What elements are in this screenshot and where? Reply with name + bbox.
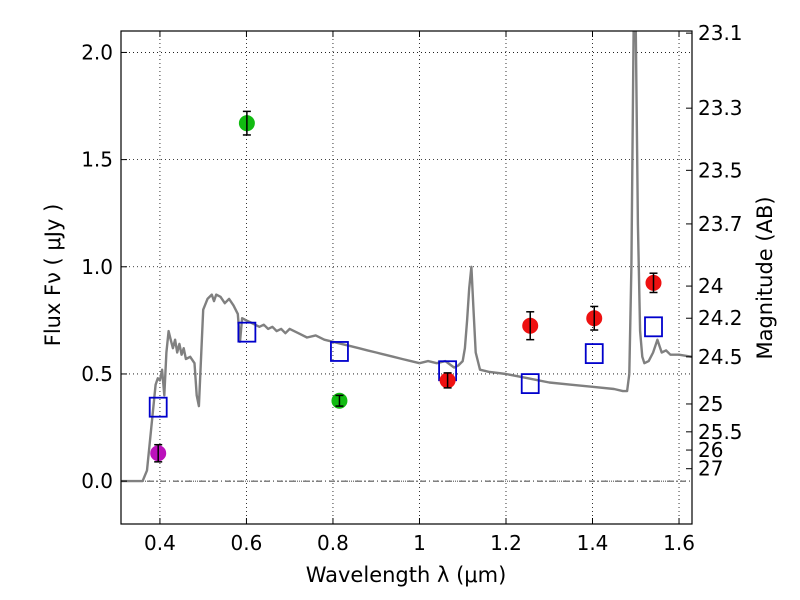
model-photometry-square <box>237 321 257 343</box>
x-tick-label: 1.4 <box>577 531 609 555</box>
plot-frame <box>120 30 693 525</box>
y-tick-label: 1.0 <box>81 255 113 279</box>
model-photometry-square <box>330 341 349 362</box>
y-tick-label: 0.5 <box>81 362 113 386</box>
y2-axis-title: Magnitude (AB) <box>753 196 777 359</box>
y2-tick-label: 26 <box>698 438 723 462</box>
y2-tick-label: 24.5 <box>698 345 743 369</box>
y2-tick-label: 23.7 <box>698 212 743 236</box>
model-photometry-square <box>148 396 168 418</box>
x-tick-label: 0.6 <box>231 531 263 555</box>
observed-points-layer <box>150 110 662 463</box>
x-tick-label: 1 <box>413 531 426 555</box>
y2-tick-label: 23.3 <box>698 96 743 120</box>
model-photometry-square <box>520 373 540 395</box>
y2-tick-label: 23.1 <box>698 21 743 45</box>
model-photometry-square <box>644 316 663 338</box>
y2-tick-label: 24 <box>698 274 723 298</box>
y2-tick-label: 23.5 <box>698 158 743 182</box>
x-tick-label: 0.8 <box>317 531 349 555</box>
spectrum-layer <box>121 31 692 483</box>
y2-tick-label: 25 <box>698 392 723 416</box>
y2-tick-label: 27 <box>698 457 723 481</box>
x-tick-label: 1.6 <box>663 531 695 555</box>
x-tick-label: 1.2 <box>490 531 522 555</box>
y2-tick-label: 24.2 <box>698 306 743 330</box>
spectrum-line <box>121 31 692 483</box>
grid-layer <box>121 31 692 524</box>
x-tick-label: 0.4 <box>144 531 176 555</box>
y-tick-label: 0.0 <box>81 469 113 493</box>
model-photometry-layer <box>148 316 663 418</box>
x-axis-title: Wavelength λ (μm) <box>306 563 507 587</box>
tick-layer: 0.4 0.6 0.8 1 1.2 1.4 1.6 0.0 0.5 1.0 1.5 2.0 23.1 23… <box>81 21 742 555</box>
y-tick-label: 1.5 <box>81 148 113 172</box>
model-photometry-square <box>584 343 604 364</box>
y-axis-title: Flux Fν ( μJy ) <box>41 204 65 347</box>
y-tick-label: 2.0 <box>81 40 113 64</box>
y2-tick-label: 25.5 <box>698 420 743 444</box>
